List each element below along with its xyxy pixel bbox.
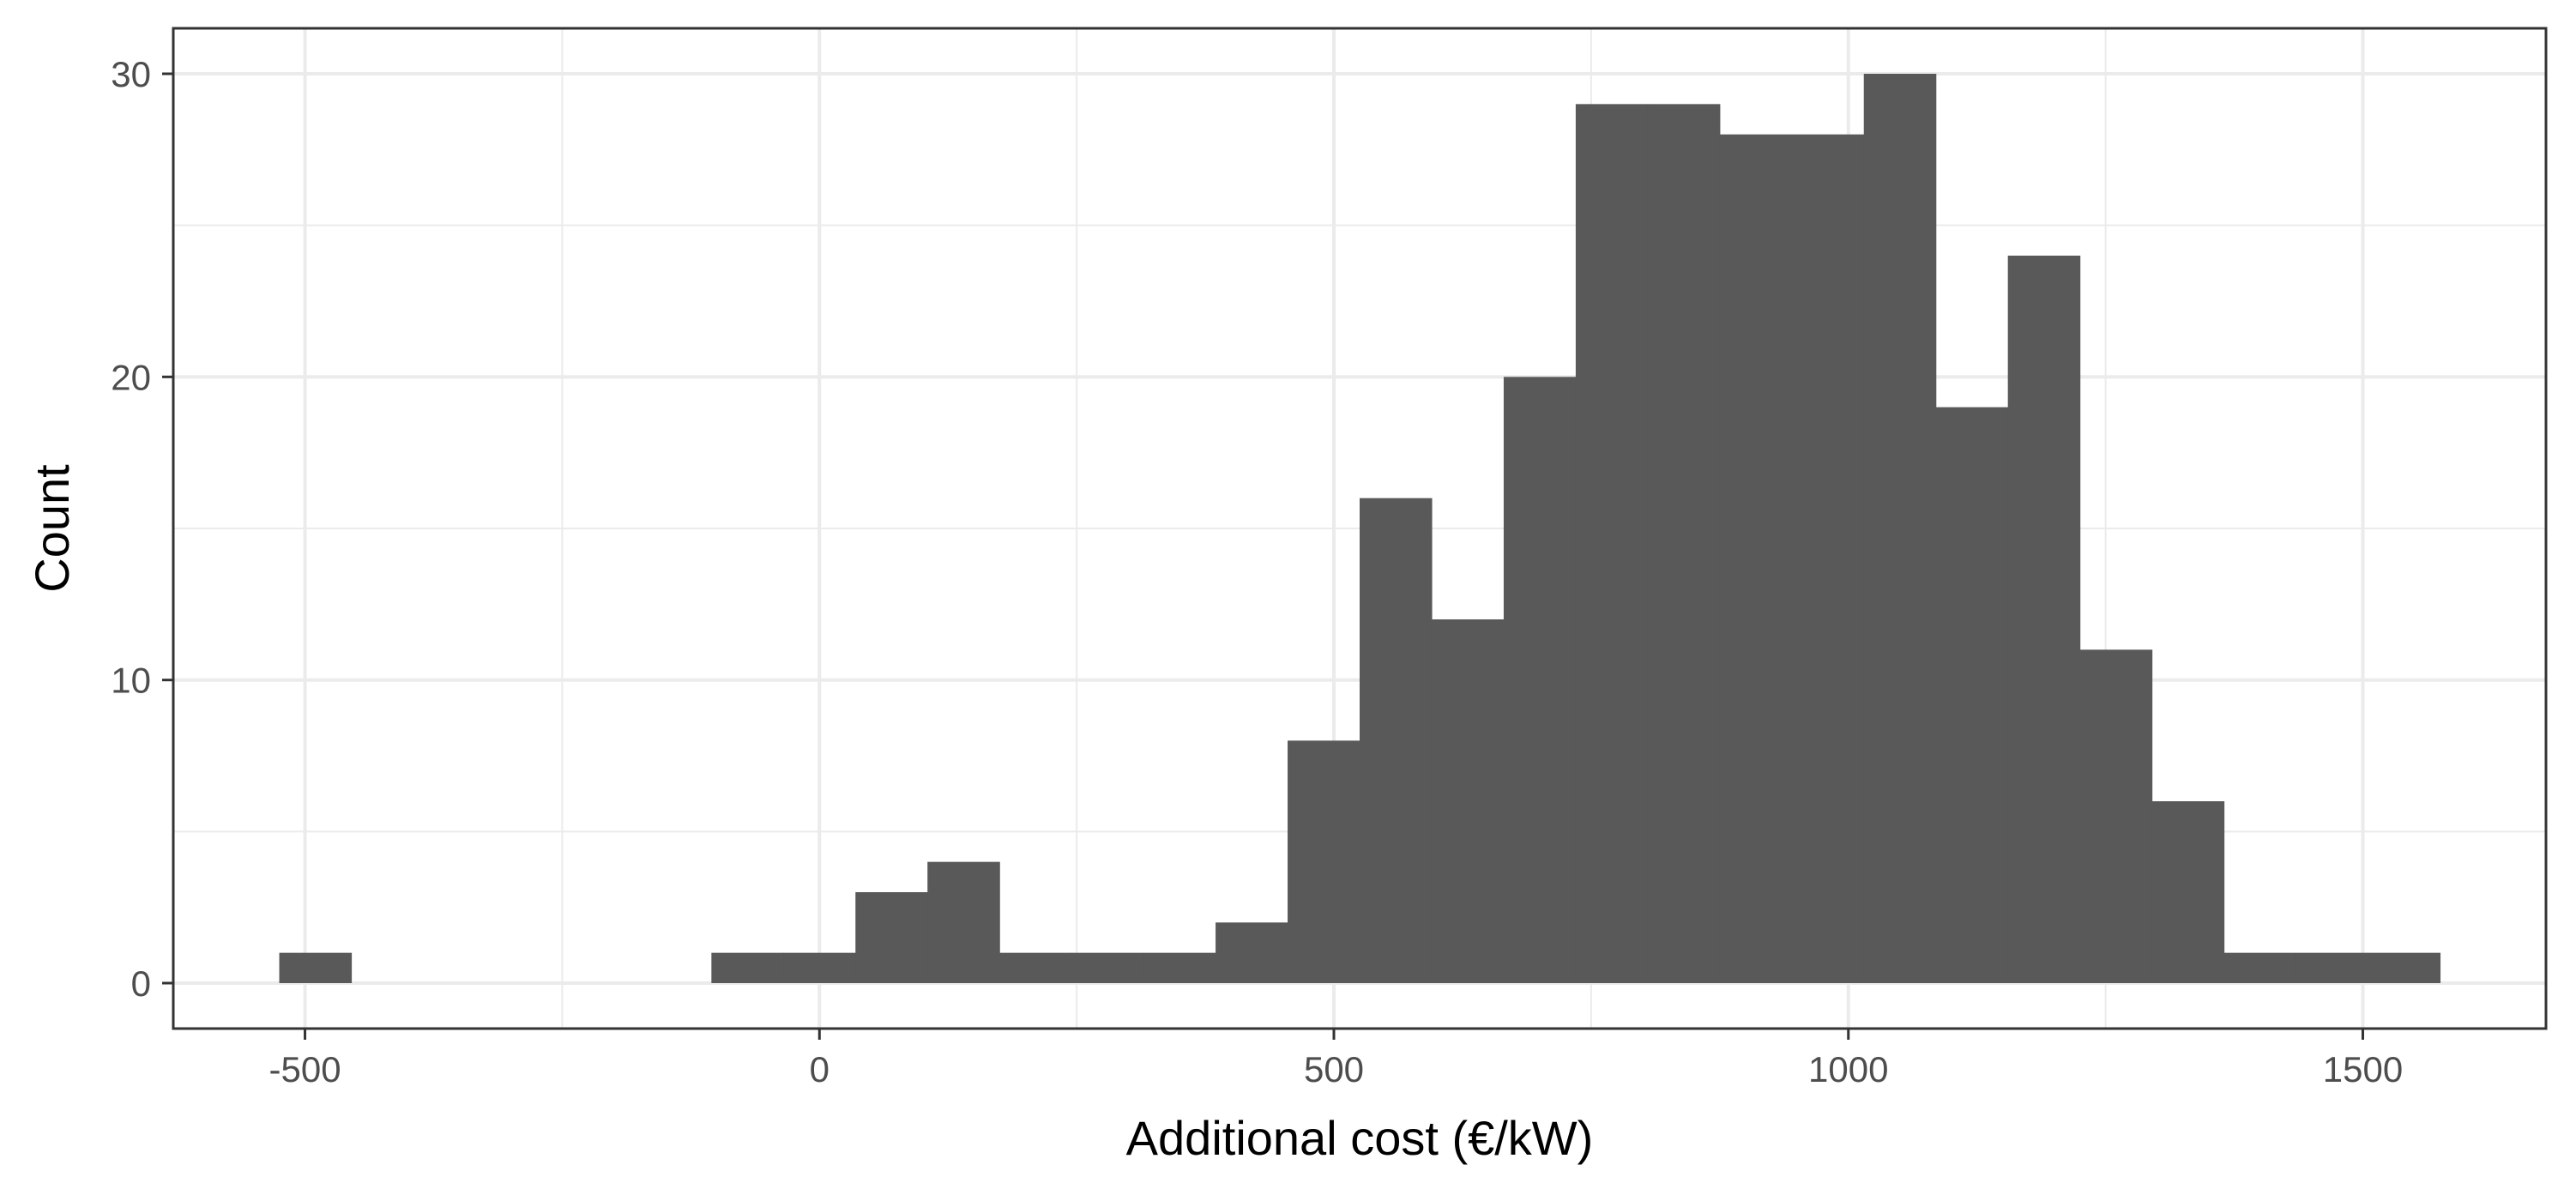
x-axis-title: Additional cost (€/kW) <box>1126 1111 1594 1165</box>
histogram-bar-24 <box>2368 952 2441 983</box>
histogram-bar-20 <box>2079 649 2153 983</box>
histogram-bar-4 <box>927 861 1000 983</box>
panel-border <box>172 27 2548 1030</box>
histogram-bar-18 <box>1935 407 2009 984</box>
histogram-bar-23 <box>2295 952 2369 983</box>
y-axis-title: Count <box>25 464 79 593</box>
y-tick-label-2: 20 <box>111 357 151 397</box>
y-tick-label-3: 30 <box>111 54 151 94</box>
histogram-bars <box>279 74 2441 984</box>
x-axis-tick-labels: -500 0 500 1000 1500 <box>269 1049 2404 1089</box>
histogram-bar-10 <box>1360 498 1433 983</box>
histogram-bar-8 <box>1216 922 1288 983</box>
histogram-bar-2 <box>783 952 856 983</box>
histogram-bar-14 <box>1647 104 1721 983</box>
histogram-bar-22 <box>2223 952 2297 983</box>
x-tick-label-3: 1000 <box>1808 1049 1888 1089</box>
histogram-bar-9 <box>1288 740 1360 983</box>
x-tick-label-2: 500 <box>1304 1049 1364 1089</box>
axis-ticks <box>162 72 2364 1040</box>
histogram-bar-15 <box>1719 134 1793 983</box>
y-axis-tick-labels: 0 10 20 30 <box>111 54 151 1004</box>
y-tick-label-0: 0 <box>131 963 151 1004</box>
histogram-bar-7 <box>1143 952 1216 983</box>
histogram-bar-1 <box>711 952 784 983</box>
histogram-bar-13 <box>1575 104 1649 983</box>
histogram-bar-21 <box>2151 801 2225 983</box>
histogram-bar-3 <box>855 892 928 983</box>
histogram-bar-16 <box>1791 134 1865 983</box>
y-tick-label-1: 10 <box>111 661 151 701</box>
histogram-bar-5 <box>999 952 1072 983</box>
histogram-bar-12 <box>1503 377 1577 983</box>
x-tick-label-4: 1500 <box>2323 1049 2403 1089</box>
x-tick-label-1: 0 <box>810 1049 830 1089</box>
histogram-bar-0 <box>279 952 353 983</box>
histogram-bar-19 <box>2007 256 2081 983</box>
histogram-bar-6 <box>1071 952 1144 983</box>
histogram-bar-17 <box>1863 74 1937 983</box>
histogram-bar-11 <box>1431 619 1505 983</box>
x-tick-label-0: -500 <box>269 1049 341 1089</box>
